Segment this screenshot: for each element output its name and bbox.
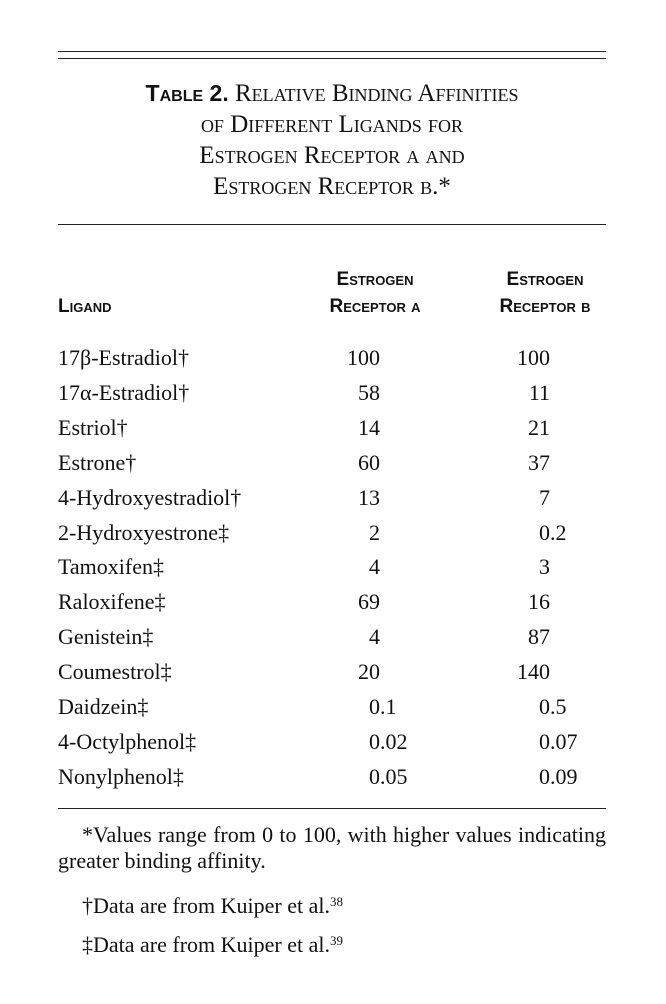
ligand-cell: 17α-Estradiol†	[58, 379, 190, 405]
header-beta: Estrogen Receptor β	[470, 266, 620, 320]
table-row: Raloxifene‡ 69 16	[58, 589, 606, 624]
alpha-value-cell: 0.1	[369, 694, 397, 719]
beta-value-cell: 3	[539, 554, 550, 580]
beta-value-cell: 11	[528, 379, 550, 405]
table-row: Estriol† 14 21	[58, 415, 606, 450]
header-alpha-line1: Estrogen	[336, 269, 414, 290]
alpha-value-cell: 14	[358, 414, 380, 440]
ligand-cell: 17β-Estradiol†	[58, 345, 189, 370]
table-label: Table 2.	[145, 80, 229, 106]
beta-value-cell: 100	[517, 345, 550, 370]
ligand-cell: Coumestrol‡	[58, 659, 172, 685]
header-beta-line1: Estrogen	[506, 269, 584, 290]
title-line-2: of Different Ligands for	[200, 111, 464, 138]
header-alpha: Estrogen Receptor α	[300, 266, 450, 320]
top-rule-1	[58, 51, 606, 52]
ligand-cell: Raloxifene‡	[58, 589, 166, 615]
table-row: Estrone† 60 37	[58, 450, 606, 485]
title-rule	[58, 224, 606, 225]
alpha-value-cell: 0.05	[369, 763, 408, 789]
table-row: 17β-Estradiol† 100 100	[58, 345, 606, 380]
alpha-value-cell: 69	[358, 589, 380, 615]
alpha-value-cell: 4	[369, 554, 380, 580]
beta-value-cell: 140	[517, 659, 550, 685]
table-row: Tamoxifen‡ 4 3	[58, 554, 606, 589]
title-line-3: Estrogen Receptor α and	[199, 142, 465, 169]
alpha-value-cell: 0.02	[369, 728, 408, 754]
footnote-2: †Data are from Kuiper et al.38	[58, 889, 630, 919]
table-row: Daidzein‡ 0.1 0.5	[58, 694, 606, 729]
header-ligand: Ligand	[58, 296, 112, 317]
footnote-3-text: ‡Data are from Kuiper et al.	[82, 932, 330, 957]
beta-value-cell: 0.5	[539, 694, 567, 719]
ligand-cell: Daidzein‡	[58, 694, 149, 719]
beta-value-cell: 0.07	[539, 728, 578, 754]
alpha-value-cell: 58	[358, 379, 380, 405]
alpha-value-cell: 13	[358, 484, 380, 510]
header-alpha-line2: Receptor α	[329, 296, 421, 317]
beta-value-cell: 16	[528, 589, 550, 615]
ligand-cell: Estrone†	[58, 449, 137, 475]
ligand-cell: Estriol†	[58, 414, 128, 440]
alpha-value-cell: 60	[358, 449, 380, 475]
table-row: Genistein‡ 4 87	[58, 624, 606, 659]
footnote-3-ref: 39	[330, 933, 343, 948]
bottom-rule	[58, 808, 606, 809]
table-row: Coumestrol‡ 20 140	[58, 659, 606, 694]
table-row: 4-Hydroxyestradiol† 13 7	[58, 485, 606, 520]
footnote-3: ‡Data are from Kuiper et al.39	[58, 928, 630, 958]
table-row: 17α-Estradiol† 58 11	[58, 380, 606, 415]
table-row: 2-Hydroxyestrone‡ 2 0.2	[58, 520, 606, 555]
table-title: Table 2. Relative Binding Affinities of …	[58, 78, 606, 202]
footnote-2-text: †Data are from Kuiper et al.	[82, 893, 330, 918]
ligand-cell: Nonylphenol‡	[58, 763, 184, 789]
table-row: Nonylphenol‡ 0.05 0.09	[58, 764, 606, 799]
ligand-cell: 4-Hydroxyestradiol†	[58, 484, 242, 510]
beta-value-cell: 21	[528, 414, 550, 440]
alpha-value-cell: 2	[369, 519, 380, 545]
alpha-value-cell: 4	[369, 624, 380, 650]
beta-value-cell: 0.2	[539, 519, 567, 545]
ligand-cell: Tamoxifen‡	[58, 554, 164, 580]
alpha-value-cell: 100	[347, 345, 380, 370]
table-row: 4-Octylphenol‡ 0.02 0.07	[58, 729, 606, 764]
title-line-1: Relative Binding Affinities	[234, 80, 519, 107]
title-line-4: Estrogen Receptor β.*	[213, 173, 451, 200]
beta-value-cell: 7	[539, 484, 550, 510]
alpha-value-cell: 20	[358, 659, 380, 685]
ligand-cell: 2-Hydroxyestrone‡	[58, 519, 230, 545]
header-beta-line2: Receptor β	[499, 296, 591, 317]
footnote-2-ref: 38	[330, 894, 343, 909]
top-rule-2	[58, 58, 606, 59]
footnote-1: *Values range from 0 to 100, with higher…	[58, 822, 606, 873]
beta-value-cell: 37	[528, 449, 550, 475]
beta-value-cell: 87	[528, 624, 550, 650]
ligand-cell: 4-Octylphenol‡	[58, 728, 197, 754]
beta-value-cell: 0.09	[539, 763, 578, 789]
ligand-cell: Genistein‡	[58, 624, 154, 650]
